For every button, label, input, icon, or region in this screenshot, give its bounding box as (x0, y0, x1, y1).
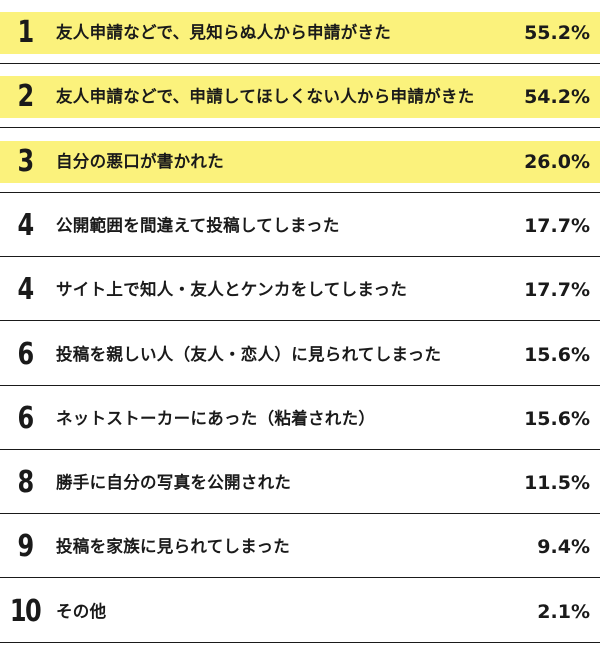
row-label: サイト上で知人・友人とケンカをしてしまった (56, 280, 408, 299)
table-row: 2 友人申請などで、申請してほしくない人から申請がきた 54.2% (0, 66, 600, 128)
rank-number: 6 (17, 337, 34, 372)
row-label: その他 (56, 602, 107, 621)
row-value: 2.1% (537, 601, 590, 623)
row-label: 友人申請などで、見知らぬ人から申請がきた (56, 23, 392, 42)
row-label: 投稿を親しい人（友人・恋人）に見られてしまった (56, 345, 442, 364)
rank-number: 2 (17, 79, 34, 114)
row-value: 17.7% (524, 215, 590, 237)
table-row: 4 公開範囲を間違えて投稿してしまった 17.7% (0, 195, 600, 257)
rank-number: 4 (17, 272, 34, 307)
row-label: 友人申請などで、申請してほしくない人から申請がきた (56, 87, 475, 106)
row-value: 9.4% (537, 536, 590, 558)
row-value: 26.0% (524, 151, 590, 173)
row-value: 54.2% (524, 86, 590, 108)
rank-number: 3 (17, 144, 34, 179)
row-value: 15.6% (524, 408, 590, 430)
rank-number: 6 (17, 401, 34, 436)
row-value: 15.6% (524, 344, 590, 366)
row-label: 自分の悪口が書かれた (56, 152, 224, 171)
row-value: 17.7% (524, 279, 590, 301)
row-label: ネットストーカーにあった（粘着された） (56, 409, 376, 428)
table-row: 6 ネットストーカーにあった（粘着された） 15.6% (0, 388, 600, 450)
row-value: 11.5% (524, 472, 590, 494)
table-row: 3 自分の悪口が書かれた 26.0% (0, 131, 600, 193)
rank-number: 8 (17, 465, 34, 500)
rank-number: 1 (17, 15, 34, 50)
row-label: 投稿を家族に見られてしまった (56, 537, 291, 556)
table-row: 1 友人申請などで、見知らぬ人から申請がきた 55.2% (0, 2, 600, 64)
table-row: 9 投稿を家族に見られてしまった 9.4% (0, 516, 600, 578)
row-label: 公開範囲を間違えて投稿してしまった (56, 216, 340, 235)
rank-number: 4 (17, 208, 34, 243)
table-row: 6 投稿を親しい人（友人・恋人）に見られてしまった 15.6% (0, 324, 600, 386)
rank-number: 9 (17, 529, 34, 564)
rank-number: 10 (9, 594, 42, 629)
table-row: 10 その他 2.1% (0, 581, 600, 643)
row-value: 55.2% (524, 22, 590, 44)
table-row: 8 勝手に自分の写真を公開された 11.5% (0, 452, 600, 514)
row-label: 勝手に自分の写真を公開された (56, 473, 292, 492)
table-row: 4 サイト上で知人・友人とケンカをしてしまった 17.7% (0, 259, 600, 321)
